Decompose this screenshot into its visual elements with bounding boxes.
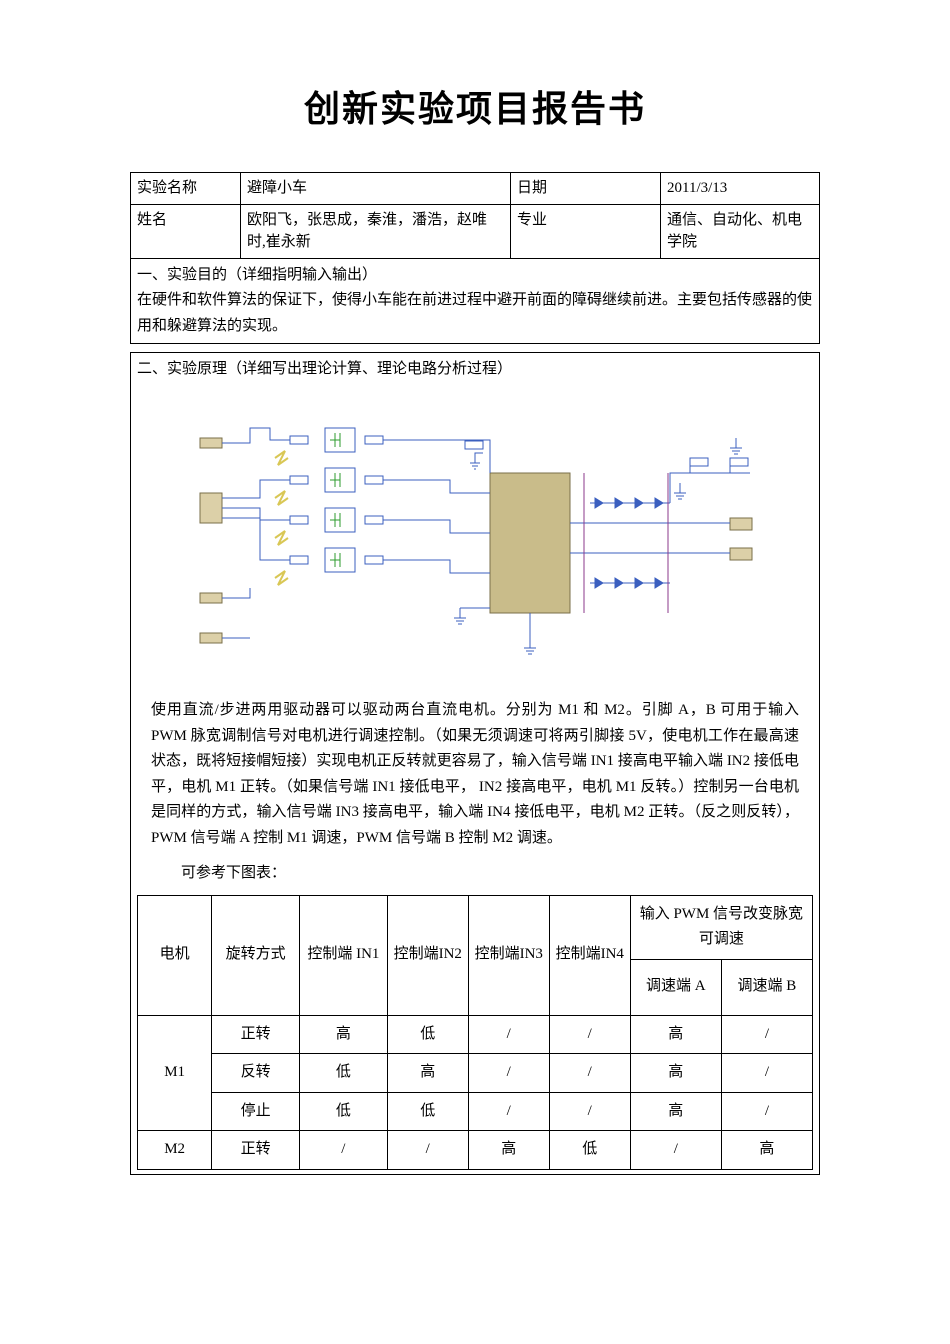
major-value: 通信、自动化、机电学院 — [661, 204, 820, 258]
date-label: 日期 — [511, 173, 661, 205]
section-1-body: 在硬件和软件算法的保证下，使得小车能在前进过程中避开前面的障碍继续前进。主要包括… — [137, 288, 813, 339]
ctrl-h-a: 调速端 A — [630, 959, 721, 1015]
ctrl-h-in4: 控制端IN4 — [549, 895, 630, 1015]
circuit-diagram — [190, 403, 760, 673]
date-value: 2011/3/13 — [661, 173, 820, 205]
major-label: 专业 — [511, 204, 661, 258]
content-area: 实验名称 避障小车 日期 2011/3/13 姓名 欧阳飞，张思成，秦淮，潘浩，… — [130, 172, 820, 1175]
section-1-heading: 一、实验目的（详细指明输入输出） — [137, 263, 813, 289]
table-row: 反转 低 高 / / 高 / — [138, 1054, 813, 1093]
table-row: M1 正转 高 低 / / 高 / — [138, 1015, 813, 1054]
ctrl-h-in1: 控制端 IN1 — [300, 895, 388, 1015]
exp-value: 避障小车 — [241, 173, 511, 205]
circuit-diagram-wrap — [137, 383, 813, 693]
ctrl-h-in2: 控制端IN2 — [387, 895, 468, 1015]
table-row: M2 正转 / / 高 低 / 高 — [138, 1131, 813, 1170]
section-2: 二、实验原理（详细写出理论计算、理论电路分析过程） — [130, 352, 820, 1175]
section-2-heading: 二、实验原理（详细写出理论计算、理论电路分析过程） — [137, 357, 813, 383]
ctrl-h-b: 调速端 B — [721, 959, 812, 1015]
name-label: 姓名 — [131, 204, 241, 258]
section-2-para-2: 可参考下图表： — [137, 855, 813, 891]
table-row: 停止 低 低 / / 高 / — [138, 1092, 813, 1131]
section-2-para-1: 使用直流/步进两用驱动器可以驱动两台直流电机。分别为 M1 和 M2。引脚 A，… — [137, 692, 813, 855]
ctrl-h-in3: 控制端IN3 — [468, 895, 549, 1015]
ctrl-h-dir: 旋转方式 — [212, 895, 300, 1015]
ctrl-h-motor: 电机 — [138, 895, 212, 1015]
exp-label: 实验名称 — [131, 173, 241, 205]
ctrl-h-pwm: 输入 PWM 信号改变脉宽可调速 — [630, 895, 812, 959]
page-title: 创新实验项目报告书 — [0, 80, 950, 132]
section-1: 一、实验目的（详细指明输入输出） 在硬件和软件算法的保证下，使得小车能在前进过程… — [130, 259, 820, 345]
info-table: 实验名称 避障小车 日期 2011/3/13 姓名 欧阳飞，张思成，秦淮，潘浩，… — [130, 172, 820, 259]
name-value: 欧阳飞，张思成，秦淮，潘浩，赵唯时,崔永新 — [241, 204, 511, 258]
control-table: 电机 旋转方式 控制端 IN1 控制端IN2 控制端IN3 控制端IN4 输入 … — [137, 895, 813, 1170]
